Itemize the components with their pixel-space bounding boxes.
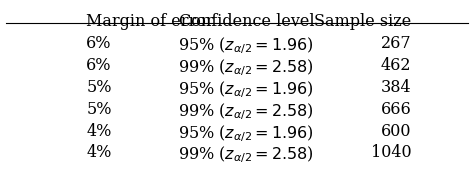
- Text: 267: 267: [381, 35, 411, 52]
- Text: Confidence level: Confidence level: [179, 13, 314, 30]
- Text: 95% ($z_{\alpha/2} = 1.96$): 95% ($z_{\alpha/2} = 1.96$): [179, 79, 314, 100]
- Text: 4%: 4%: [86, 144, 111, 161]
- Text: 95% ($z_{\alpha/2} = 1.96$): 95% ($z_{\alpha/2} = 1.96$): [179, 35, 314, 56]
- Text: 666: 666: [381, 101, 411, 118]
- Text: 462: 462: [381, 57, 411, 74]
- Text: 99% ($z_{\alpha/2} = 2.58$): 99% ($z_{\alpha/2} = 2.58$): [179, 144, 314, 165]
- Text: 384: 384: [381, 79, 411, 96]
- Text: 99% ($z_{\alpha/2} = 2.58$): 99% ($z_{\alpha/2} = 2.58$): [179, 101, 314, 122]
- Text: Sample size: Sample size: [314, 13, 411, 30]
- Text: 99% ($z_{\alpha/2} = 2.58$): 99% ($z_{\alpha/2} = 2.58$): [179, 57, 314, 78]
- Text: Margin of error: Margin of error: [86, 13, 214, 30]
- Text: 1040: 1040: [371, 144, 411, 161]
- Text: 6%: 6%: [86, 35, 112, 52]
- Text: 600: 600: [381, 123, 411, 140]
- Text: 5%: 5%: [86, 101, 112, 118]
- Text: 6%: 6%: [86, 57, 112, 74]
- Text: 95% ($z_{\alpha/2} = 1.96$): 95% ($z_{\alpha/2} = 1.96$): [179, 123, 314, 144]
- Text: 4%: 4%: [86, 123, 111, 140]
- Text: 5%: 5%: [86, 79, 112, 96]
